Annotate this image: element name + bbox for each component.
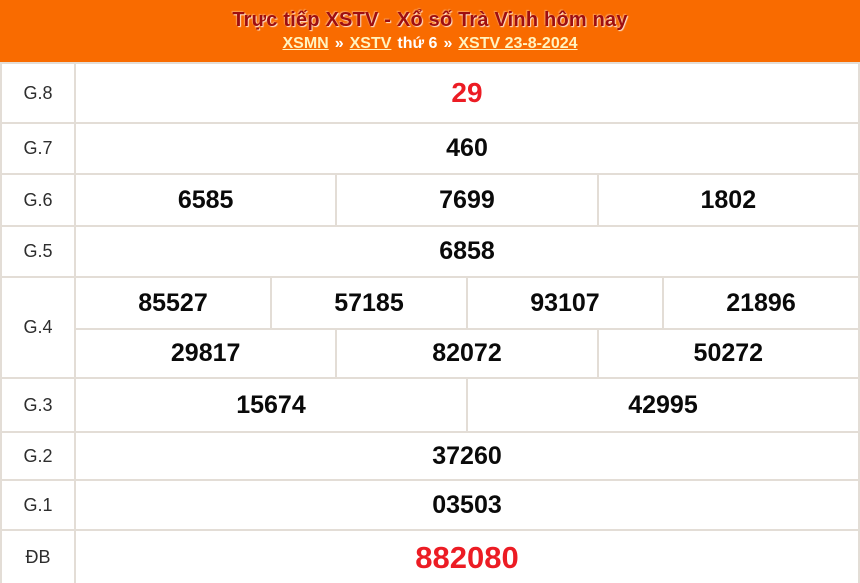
prize-value-g6-3: 1802 xyxy=(596,173,860,227)
prize-value-g4-1: 85527 xyxy=(74,276,272,330)
prize-value-g4-2: 57185 xyxy=(269,276,468,330)
prize-value-g4-5: 29817 xyxy=(73,328,338,379)
prize-value-g3-1: 15674 xyxy=(74,377,468,433)
prize-label-g5: G.5 xyxy=(0,225,76,278)
prize-value-db: 882080 xyxy=(74,529,860,583)
table-row-db: ĐB 882080 xyxy=(0,529,860,583)
table-row-g5: G.5 6858 xyxy=(0,225,860,278)
prize-label-g2: G.2 xyxy=(0,431,76,481)
prize-label-g4: G.4 xyxy=(0,276,76,379)
prize-value-g8: 29 xyxy=(74,62,860,124)
prize-value-g1: 03503 xyxy=(74,479,860,531)
breadcrumb-separator: » xyxy=(334,35,344,53)
prize-value-g4-6: 82072 xyxy=(335,328,599,379)
breadcrumb-link-date[interactable]: XSTV 23-8-2024 xyxy=(458,35,578,53)
page-title: Trực tiếp XSTV - Xổ số Trà Vinh hôm nay xyxy=(232,9,628,32)
prize-label-g7: G.7 xyxy=(0,122,76,175)
table-row-g3: G.3 15674 42995 xyxy=(0,377,860,433)
prize-value-g5: 6858 xyxy=(74,225,860,278)
prize-label-db: ĐB xyxy=(0,529,76,583)
table-row-g6: G.6 6585 7699 1802 xyxy=(0,173,860,227)
breadcrumb: XSMN » XSTV thứ 6 » XSTV 23-8-2024 xyxy=(282,34,577,53)
prize-value-g6-2: 7699 xyxy=(335,173,599,227)
breadcrumb-link-xstv[interactable]: XSTV xyxy=(349,35,392,53)
prize-value-g7: 460 xyxy=(74,122,860,175)
breadcrumb-link-xsmn[interactable]: XSMN xyxy=(282,35,329,53)
prize-label-g3: G.3 xyxy=(0,377,76,433)
table-row-g7: G.7 460 xyxy=(0,122,860,175)
breadcrumb-separator: » xyxy=(443,35,453,53)
table-row-g4-line2: 29817 82072 50272 xyxy=(1,328,860,379)
table-row-g8: G.8 29 xyxy=(0,62,860,124)
prize-value-g3-2: 42995 xyxy=(465,377,860,433)
table-row-g2: G.2 37260 xyxy=(0,431,860,481)
prize-label-g1: G.1 xyxy=(0,479,76,531)
prize-value-g6-1: 6585 xyxy=(73,173,338,227)
results-table: G.8 29 G.7 460 G.6 6585 7699 1802 G.5 68… xyxy=(0,62,860,583)
table-row-g1: G.1 03503 xyxy=(0,479,860,531)
prize-value-g4-7: 50272 xyxy=(596,328,860,379)
prize-label-g8: G.8 xyxy=(0,62,76,124)
prize-value-g4-3: 93107 xyxy=(465,276,664,330)
prize-value-g4-4: 21896 xyxy=(661,276,860,330)
breadcrumb-day-text: thứ 6 xyxy=(397,35,438,53)
page-header: Trực tiếp XSTV - Xổ số Trà Vinh hôm nay … xyxy=(0,0,860,62)
prize-value-g2: 37260 xyxy=(74,431,860,481)
table-row-g4-line1: G.4 85527 57185 93107 21896 xyxy=(0,276,860,379)
prize-label-g6: G.6 xyxy=(0,173,76,227)
